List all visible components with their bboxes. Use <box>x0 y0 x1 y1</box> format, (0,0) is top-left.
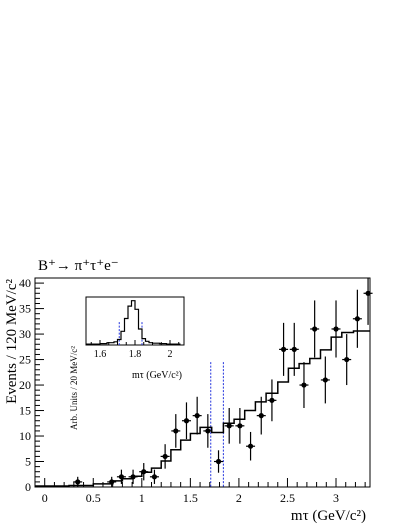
y-axis-label: Events / 120 MeV/c² <box>4 279 20 404</box>
x-tick-label: 0.5 <box>86 491 101 505</box>
y-tick-label: 25 <box>19 353 31 367</box>
data-point <box>322 377 328 383</box>
inset-x-axis-label: mτ (GeV/c²) <box>132 370 182 381</box>
x-axis-label: mτ (GeV/c²) <box>291 508 366 524</box>
y-tick-label: 35 <box>19 302 31 316</box>
y-tick-label: 10 <box>19 429 31 443</box>
data-point <box>237 423 243 429</box>
data-point <box>312 326 318 332</box>
data-point <box>354 316 360 322</box>
data-point <box>247 443 254 449</box>
x-tick-label: 2.5 <box>280 491 295 505</box>
data-point <box>162 453 168 460</box>
y-tick-label: 5 <box>25 455 31 469</box>
data-point <box>269 397 275 403</box>
data-point <box>151 474 158 480</box>
y-tick-label: 15 <box>19 404 31 418</box>
y-tick-label: 40 <box>19 276 31 290</box>
data-points <box>73 278 373 487</box>
x-tick-label: 2 <box>236 491 242 505</box>
data-point <box>333 326 339 332</box>
x-tick-label: 3 <box>333 491 339 505</box>
data-point <box>280 346 287 352</box>
data-point <box>205 428 211 434</box>
y-tick-label: 30 <box>19 327 31 341</box>
y-axis: 0 5 10 15 20 25 30 35 40 <box>19 276 44 494</box>
data-point <box>173 428 179 434</box>
data-point <box>183 418 190 424</box>
data-point <box>344 356 350 363</box>
data-point <box>118 474 125 480</box>
data-point <box>301 382 307 388</box>
signal-window-lines <box>210 362 224 487</box>
x-axis: 0 0.5 1 1.5 2 2.5 3 <box>42 478 366 505</box>
data-point <box>109 479 115 485</box>
plot-frame <box>34 277 371 488</box>
inset-tick-label: 1.6 <box>94 349 107 360</box>
data-point <box>194 413 200 419</box>
inset-x-axis: 1.6 1.8 2 <box>90 340 180 360</box>
x-tick-label: 0 <box>42 491 48 505</box>
data-point <box>141 469 147 475</box>
y-tick-label: 20 <box>19 378 31 392</box>
data-point <box>258 413 264 419</box>
x-tick-label: 1 <box>139 491 145 505</box>
inset-tick-label: 2 <box>168 349 173 360</box>
inset-y-axis-label: Arb. Units / 20 MeV/c² <box>69 346 79 430</box>
data-point <box>75 479 81 485</box>
y-tick-label: 0 <box>25 480 31 494</box>
data-point <box>365 290 371 296</box>
data-point <box>226 423 232 429</box>
data-point <box>130 474 136 480</box>
x-tick-label: 1.5 <box>183 491 198 505</box>
data-point <box>215 458 222 465</box>
data-point <box>291 346 297 352</box>
inset-plot: 1.6 1.8 2 mτ (GeV/c²) Arb. Units / 20 MeV/… <box>69 296 185 430</box>
inset-tick-label: 1.8 <box>129 349 142 360</box>
inset-histogram <box>86 300 181 345</box>
background-histogram <box>35 330 370 487</box>
chart-title: B⁺→ π⁺τ⁺e⁻ <box>38 258 119 274</box>
